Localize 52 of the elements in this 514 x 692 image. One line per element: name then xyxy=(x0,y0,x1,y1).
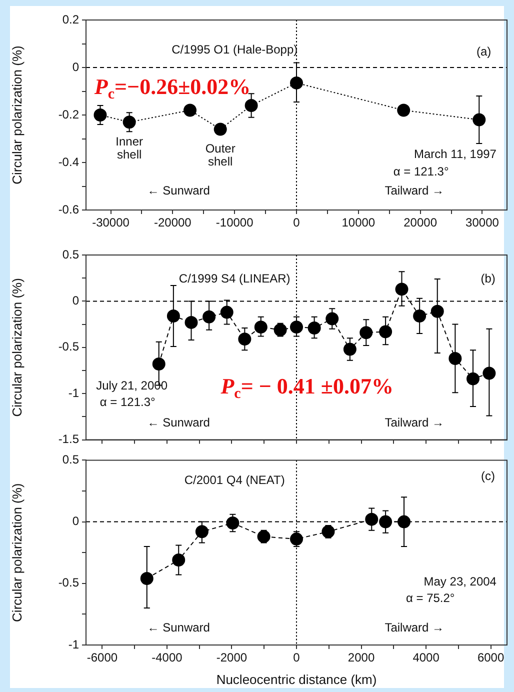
y-tick-label: -0.5 xyxy=(58,576,80,590)
y-tick-label: 0.2 xyxy=(62,12,80,26)
y-tick-label: 0.5 xyxy=(62,247,80,262)
x-tick-label: -30000 xyxy=(92,216,130,230)
annotation: Inner shell xyxy=(116,134,144,162)
y-tick-label: 0 xyxy=(72,294,80,308)
x-tick-label: 20000 xyxy=(404,216,438,230)
text: C/2001 Q4 (NEAT) xyxy=(184,472,285,487)
y-tick-label: -0.5 xyxy=(58,340,80,354)
annotation: Outer shell xyxy=(205,142,236,169)
y-tick-label: -1 xyxy=(68,386,80,400)
annotation: (b) xyxy=(480,271,496,286)
annotation: Tailward → xyxy=(384,183,444,198)
annotation: Tailward → xyxy=(384,620,444,635)
x-tick-label: -4000 xyxy=(152,650,183,665)
x-tick-label: 10000 xyxy=(342,216,376,230)
y-tick-label: 0.5 xyxy=(62,452,80,467)
annotation: (a) xyxy=(476,44,492,59)
y-axis-title: Circular polarization (%) xyxy=(9,46,24,184)
x-tick-label: 0 xyxy=(293,650,300,665)
annotation: α = 121.3° xyxy=(100,395,156,410)
y-tick-label: -1.5 xyxy=(58,432,80,446)
x-tick-label: -2000 xyxy=(216,650,248,665)
x-tick-label: 4000 xyxy=(412,650,440,665)
annotation: July 21, 2000 xyxy=(96,378,168,393)
annotation: α = 75.2° xyxy=(406,591,455,606)
x-axis-title: Nucleocentric distance (km) xyxy=(216,672,377,687)
y-tick-label: -0.6 xyxy=(58,202,80,216)
annotation: ← Sunward xyxy=(147,620,210,635)
text: C/1995 O1 (Hale-Bopp) xyxy=(172,42,298,57)
y-axis-title: Circular polarization (%) xyxy=(9,483,24,622)
y-tick-label: -0.2 xyxy=(58,107,80,122)
y-axis-title: Circular polarization (%) xyxy=(9,278,24,417)
x-tick-label: 0 xyxy=(293,216,300,230)
x-tick-label: 6000 xyxy=(477,650,504,665)
annotation: ← Sunward xyxy=(147,415,210,430)
y-tick-label: 0 xyxy=(72,514,80,528)
annotation: α = 121.3° xyxy=(393,164,449,178)
x-tick-label: 2000 xyxy=(348,650,375,665)
y-tick-label: -1 xyxy=(68,637,80,652)
text: C/1999 S4 (LINEAR) xyxy=(178,271,290,286)
x-tick-label: -10000 xyxy=(216,216,254,230)
x-tick-label: 30000 xyxy=(466,216,500,230)
annotation: May 23, 2004 xyxy=(424,574,497,588)
y-tick-label: -0.4 xyxy=(58,154,80,169)
x-tick-label: -6000 xyxy=(86,650,118,665)
annotation: March 11, 1997 xyxy=(414,147,497,162)
x-tick-label: -20000 xyxy=(154,216,192,230)
annotation: ← Sunward xyxy=(147,183,210,198)
annotation: (c) xyxy=(481,469,496,484)
annotation: Tailward → xyxy=(384,415,444,430)
y-tick-label: 0 xyxy=(72,60,80,74)
